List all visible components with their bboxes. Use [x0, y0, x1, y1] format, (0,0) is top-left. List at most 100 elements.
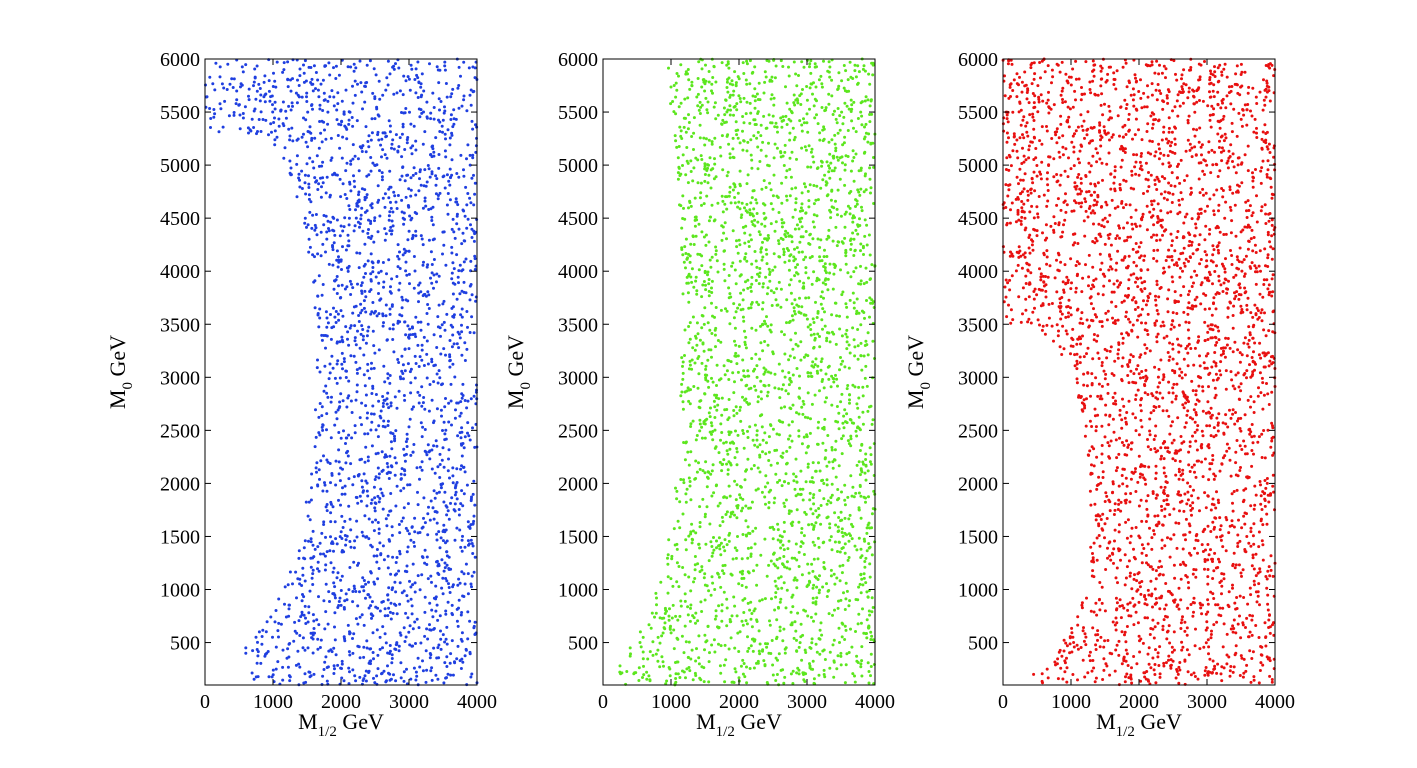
scatter-point [431, 223, 435, 227]
scatter-point [439, 100, 443, 103]
y-tick-label: 4500 [160, 208, 200, 230]
scatter-point [689, 275, 693, 279]
scatter-point [347, 118, 351, 122]
scatter-point [789, 278, 793, 282]
scatter-point [365, 63, 369, 67]
scatter-point [784, 175, 788, 179]
scatter-point [422, 496, 426, 500]
scatter-point [683, 354, 686, 357]
scatter-point [738, 97, 742, 100]
scatter-point [397, 66, 401, 70]
scatter-point [765, 315, 768, 319]
scatter-point [465, 109, 469, 113]
scatter-point [324, 334, 328, 337]
scatter-point [466, 217, 470, 221]
scatter-point [366, 411, 369, 415]
scatter-point [437, 118, 440, 122]
scatter-point [295, 162, 299, 166]
scatter-point [765, 292, 769, 296]
scatter-point [428, 383, 432, 386]
scatter-point [789, 291, 793, 295]
scatter-point [871, 606, 875, 609]
scatter-point [761, 307, 764, 311]
scatter-point [448, 365, 452, 369]
scatter-point [419, 183, 423, 187]
scatter-point [700, 361, 704, 365]
scatter-point [390, 303, 394, 307]
scatter-point [814, 521, 818, 525]
scatter-point [459, 667, 463, 670]
scatter-point [364, 272, 367, 275]
scatter-point [281, 665, 285, 669]
scatter-point [360, 613, 364, 617]
scatter-point [722, 663, 726, 667]
scatter-point [316, 312, 320, 315]
scatter-point [322, 599, 326, 603]
scatter-point [390, 447, 394, 451]
scatter-point [379, 416, 383, 420]
scatter-point [369, 428, 373, 432]
scatter-point [743, 231, 747, 235]
scatter-point [336, 91, 340, 95]
scatter-point [677, 74, 680, 78]
scatter-point [353, 93, 357, 97]
scatter-point [844, 254, 848, 258]
scatter-point [853, 69, 857, 73]
scatter-point [833, 582, 837, 586]
scatter-point [759, 324, 762, 328]
scatter-point [318, 433, 322, 437]
scatter-point [404, 526, 408, 530]
scatter-point [750, 467, 753, 471]
scatter-point [846, 384, 850, 387]
scatter-point [271, 110, 275, 114]
scatter-point [850, 494, 854, 498]
scatter-point [385, 524, 389, 528]
scatter-point [317, 569, 321, 573]
scatter-point [352, 229, 356, 233]
scatter-point [303, 216, 307, 220]
scatter-point [351, 101, 355, 105]
scatter-point [370, 202, 374, 206]
scatter-point [373, 496, 377, 500]
scatter-point [816, 578, 820, 581]
scatter-point [797, 412, 801, 416]
scatter-point [370, 600, 374, 604]
scatter-point [692, 385, 696, 388]
scatter-point [851, 326, 855, 330]
scatter-point [417, 626, 421, 630]
scatter-point [772, 96, 776, 100]
scatter-point [357, 190, 361, 194]
scatter-point [353, 185, 357, 189]
scatter-point [400, 369, 404, 373]
scatter-point [256, 640, 259, 644]
scatter-point [710, 554, 714, 558]
scatter-point [661, 660, 665, 664]
scatter-point [733, 326, 737, 330]
scatter-point [275, 60, 279, 64]
scatter-point [323, 627, 327, 631]
scatter-point [453, 236, 457, 240]
scatter-point [789, 610, 793, 614]
scatter-point [428, 518, 432, 522]
scatter-point [787, 383, 791, 387]
scatter-point [749, 552, 753, 556]
scatter-point [748, 402, 751, 406]
scatter-point [761, 349, 765, 353]
scatter-point [361, 144, 365, 148]
scatter-point [757, 230, 761, 234]
scatter-point [720, 515, 724, 519]
scatter-point [335, 275, 339, 278]
scatter-point [824, 106, 828, 110]
scatter-point [846, 129, 850, 132]
scatter-point [374, 452, 378, 456]
scatter-point [818, 652, 822, 656]
scatter-point [360, 90, 364, 94]
scatter-point [745, 622, 749, 626]
scatter-point [844, 250, 848, 254]
scatter-point [686, 613, 690, 617]
scatter-point [838, 368, 841, 372]
scatter-point [674, 677, 678, 680]
scatter-point [388, 644, 392, 647]
scatter-point [222, 86, 226, 90]
scatter-point [823, 262, 827, 266]
